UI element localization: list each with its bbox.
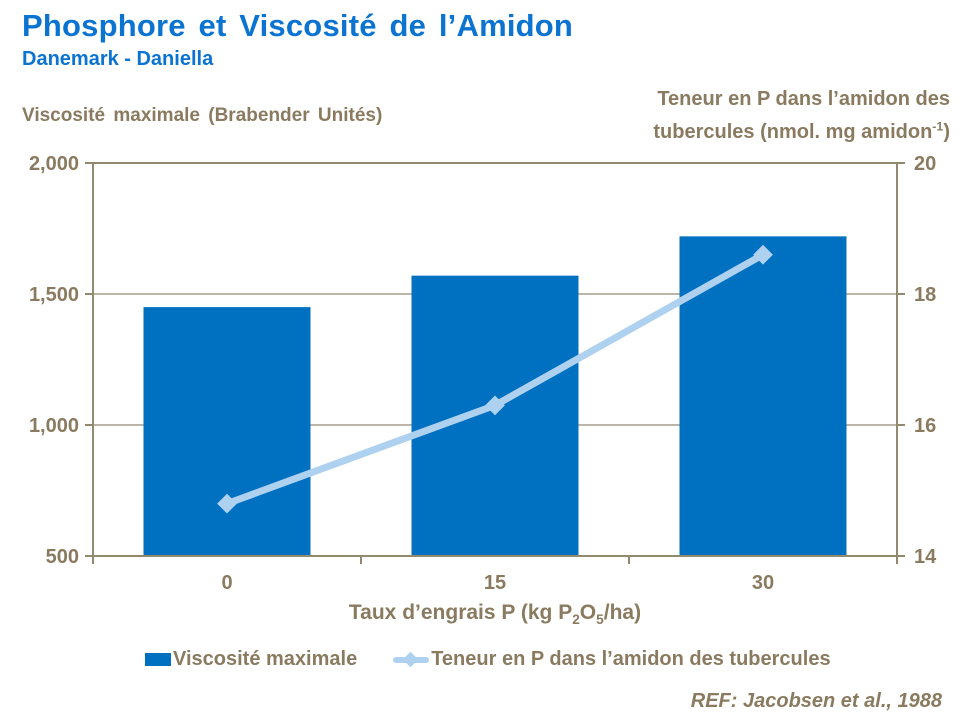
- right-axis-title-line2: tubercules (nmol. mg amidon-1): [653, 119, 950, 143]
- y-right-tick-label: 18: [914, 284, 936, 306]
- page-title: Phosphore et Viscosité de l’Amidon: [22, 8, 574, 43]
- y-right-tick-label: 16: [914, 415, 936, 437]
- right-axis-title-line1: Teneur en P dans l’amidon des: [657, 88, 950, 110]
- superscript: -1: [932, 119, 944, 133]
- x-category-label: 30: [752, 572, 774, 594]
- y-right-tick-label: 14: [914, 546, 937, 568]
- left-axis-title: Viscosité maximale (Brabender Unités): [22, 105, 383, 126]
- bar-swatch-icon: [145, 653, 171, 666]
- y-left-tick-label: 500: [46, 546, 79, 568]
- chart-legend: Viscosité maximale Teneur en P dans l’am…: [145, 648, 831, 671]
- legend-label-viscosite: Viscosité maximale: [173, 648, 358, 670]
- legend-item-viscosite: Viscosité maximale: [145, 648, 357, 671]
- y-left-tick-label: 2,000: [29, 153, 79, 175]
- x-category-label: 15: [484, 572, 506, 594]
- x-axis-title: Taux d’engrais P (kg P2O5/ha): [348, 601, 642, 628]
- legend-label-teneur: Teneur en P dans l’amidon des tubercules: [431, 648, 831, 670]
- page-subtitle: Danemark - Daniella: [22, 48, 214, 70]
- teneur-marker: [217, 493, 237, 514]
- reference-citation: REF: Jacobsen et al., 1988: [690, 690, 942, 712]
- y-left-tick-label: 1,000: [29, 415, 79, 437]
- right-axis-title: Teneur en P dans l’amidon des tubercules…: [653, 86, 950, 146]
- line-marker-icon: [393, 651, 430, 667]
- legend-item-teneur: Teneur en P dans l’amidon des tubercules: [393, 648, 831, 671]
- bar-viscosite: [143, 307, 311, 556]
- teneur-marker: [485, 395, 505, 416]
- y-right-tick-label: 20: [914, 153, 936, 175]
- axis-frame: [92, 162, 898, 557]
- subscript: 2: [572, 612, 580, 628]
- subscript: 5: [596, 612, 604, 628]
- x-category-label: 0: [221, 572, 232, 594]
- y-left-tick-label: 1,500: [29, 284, 79, 306]
- bar-viscosite: [411, 275, 579, 556]
